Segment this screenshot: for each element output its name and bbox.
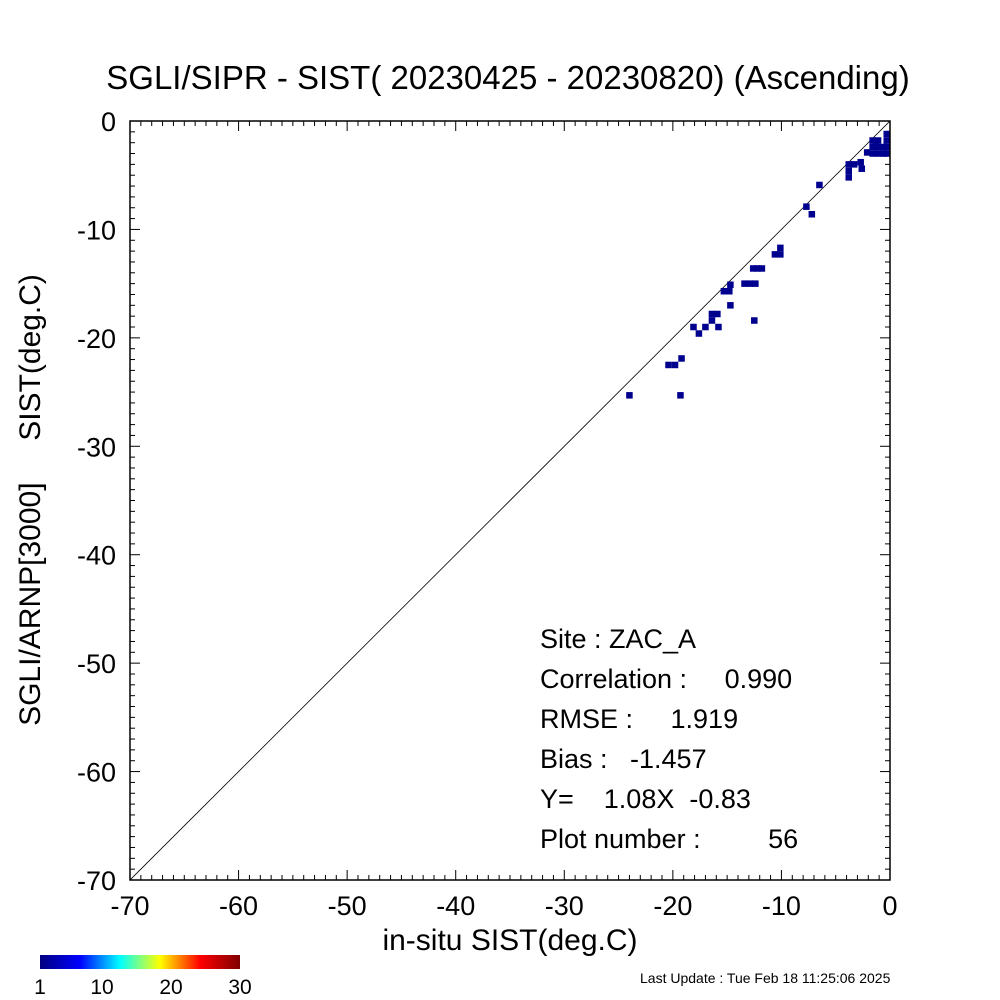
chart-title: SGLI/SIPR - SIST( 20230425 - 20230820) (…: [106, 59, 909, 96]
y-tick-label: -70: [77, 866, 116, 896]
data-point: [702, 323, 709, 331]
y-tick-label: -10: [77, 215, 116, 245]
x-tick-label: -20: [653, 891, 692, 921]
data-point: [749, 265, 757, 272]
y-tick-label: 0: [101, 107, 116, 137]
x-tick-label: -40: [436, 891, 475, 921]
data-point: [726, 287, 733, 295]
data-point: [872, 139, 880, 146]
x-axis-title: in-situ SIST(deg.C): [382, 924, 637, 957]
data-point: [671, 361, 679, 369]
y-tick-label: -60: [77, 758, 116, 788]
data-point: [746, 280, 754, 287]
data-point: [845, 167, 852, 175]
data-point: [869, 143, 876, 151]
colorbar-tick-label: 30: [228, 976, 251, 999]
y-tick-label: -30: [77, 432, 116, 462]
x-tick-label: 0: [882, 891, 897, 921]
stats-box: Site : ZAC_A Correlation : 0.990 RMSE : …: [540, 624, 798, 854]
x-tick-label: -10: [762, 891, 801, 921]
stat-site: Site : ZAC_A: [540, 624, 696, 654]
data-point: [869, 150, 876, 157]
x-tick-label: -30: [545, 891, 584, 921]
colorbar-tick-label: 10: [90, 976, 113, 999]
data-point: [858, 165, 866, 172]
data-point: [754, 265, 761, 272]
data-point: [758, 265, 766, 272]
data-point: [777, 251, 784, 258]
colorbar-labels: 1 10 20 30: [34, 976, 252, 999]
data-point: [727, 281, 734, 288]
data-point: [665, 361, 672, 369]
data-points: [626, 130, 890, 399]
stat-correlation: Correlation : 0.990: [540, 664, 792, 694]
data-point: [690, 323, 697, 331]
data-point: [857, 158, 864, 166]
data-point: [751, 317, 758, 324]
data-point: [715, 323, 722, 331]
data-point: [678, 355, 685, 362]
data-point: [869, 137, 876, 144]
y-tick-label: -20: [77, 324, 116, 354]
colorbar-tick-label: 20: [159, 976, 182, 999]
data-point: [883, 150, 890, 157]
stat-bias: Bias : -1.457: [540, 744, 707, 774]
data-point: [714, 310, 721, 318]
axis-tick-labels: -70 -60 -50 -40 -30 -20 -10 0 0 -10 -20 -30 -40 -50 -6…: [77, 107, 898, 921]
one-to-one-line: [130, 121, 890, 880]
stat-regression: Y= 1.08X -0.83: [540, 784, 751, 814]
data-point: [695, 330, 703, 337]
y-axis-title: SGLI/ARNP[3000] SIST(deg.C): [14, 274, 47, 726]
y-tick-label: -40: [77, 541, 116, 571]
last-update-text: Last Update : Tue Feb 18 11:25:06 2025: [640, 970, 891, 986]
data-point: [803, 203, 810, 210]
data-point: [771, 251, 779, 258]
stat-plot-number: Plot number : 56: [540, 824, 798, 854]
y-tick-label: -50: [77, 649, 116, 679]
data-point: [883, 130, 890, 138]
stat-rmse: RMSE : 1.919: [540, 704, 738, 734]
data-point: [883, 137, 890, 144]
data-point: [874, 143, 882, 151]
colorbar-tick-label: 1: [34, 976, 46, 999]
x-tick-label: -50: [328, 891, 367, 921]
data-point: [752, 280, 759, 287]
data-point: [677, 392, 684, 399]
data-point: [808, 210, 816, 218]
data-point: [863, 149, 871, 156]
data-point: [883, 143, 890, 151]
data-point: [727, 302, 734, 309]
data-point: [720, 287, 728, 295]
colorbar: 1 10 20 30: [34, 955, 252, 999]
plot-frame: [129, 120, 891, 881]
data-point: [626, 392, 633, 399]
data-point: [816, 181, 823, 189]
data-point: [777, 244, 784, 252]
data-point: [845, 174, 852, 181]
x-tick-label: -60: [219, 891, 258, 921]
data-point: [845, 161, 852, 168]
data-point: [708, 317, 716, 324]
data-point: [874, 150, 882, 157]
colorbar-bar: [40, 955, 240, 969]
data-point: [850, 161, 858, 168]
x-tick-label: -70: [110, 891, 149, 921]
data-point: [741, 280, 748, 287]
data-point: [708, 310, 716, 318]
